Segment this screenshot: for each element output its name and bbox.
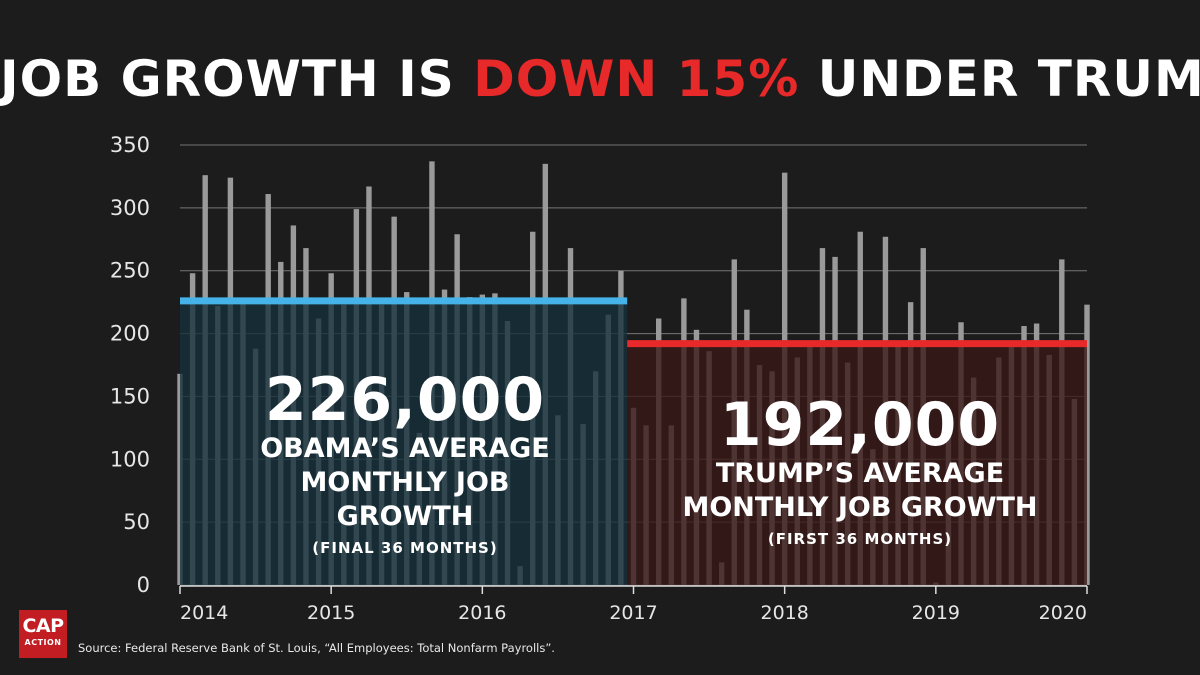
y-tick-label: 300	[110, 196, 150, 220]
trump-average-caption-1: TRUMP’S AVERAGE	[715, 458, 1005, 489]
obama-average-annotation: 226,000 OBAMA’S AVERAGE MONTHLY JOB GROW…	[230, 368, 580, 558]
y-tick-label: 350	[110, 133, 150, 157]
trump-average-region	[627, 343, 1087, 585]
y-tick-label: 0	[137, 573, 150, 597]
trump-average-caption-2: MONTHLY JOB GROWTH	[682, 492, 1038, 523]
title-prefix: JOB GROWTH IS	[0, 50, 474, 108]
y-tick-label: 100	[110, 447, 150, 471]
title-suffix: UNDER TRUMP	[799, 50, 1200, 108]
x-tick-label: 2020	[1039, 602, 1087, 624]
x-tick-label: 2018	[760, 602, 808, 624]
obama-average-region	[180, 300, 628, 585]
x-tick-label: 2016	[458, 602, 506, 624]
title-highlight: DOWN 15%	[473, 50, 800, 108]
x-tick-label: 2019	[912, 602, 960, 624]
y-tick-label: 150	[110, 384, 150, 408]
chart-title: JOB GROWTH IS DOWN 15% UNDER TRUMP	[0, 44, 1200, 114]
logo-line-1: CAP	[22, 615, 64, 637]
cap-action-logo: CAP ACTION	[19, 610, 67, 658]
obama-average-caption-1: OBAMA’S AVERAGE	[260, 433, 550, 464]
obama-average-number: 226,000	[264, 365, 546, 435]
trump-average-number: 192,000	[719, 390, 1001, 460]
source-note: Source: Federal Reserve Bank of St. Loui…	[78, 641, 555, 655]
obama-average-caption-2: MONTHLY JOB GROWTH	[300, 467, 510, 532]
obama-average-subcaption: (FINAL 36 MONTHS)	[312, 539, 498, 557]
logo-line-2: ACTION	[24, 638, 62, 647]
x-tick-label: 2017	[609, 602, 657, 624]
y-tick-label: 200	[110, 322, 150, 346]
trump-average-subcaption: (FIRST 36 MONTHS)	[767, 530, 953, 548]
trump-average-annotation: 192,000 TRUMP’S AVERAGE MONTHLY JOB GROW…	[680, 393, 1040, 549]
y-tick-label: 250	[110, 259, 150, 283]
x-tick-label: 2014	[180, 602, 228, 624]
y-tick-label: 50	[123, 510, 150, 534]
x-tick-label: 2015	[307, 602, 355, 624]
